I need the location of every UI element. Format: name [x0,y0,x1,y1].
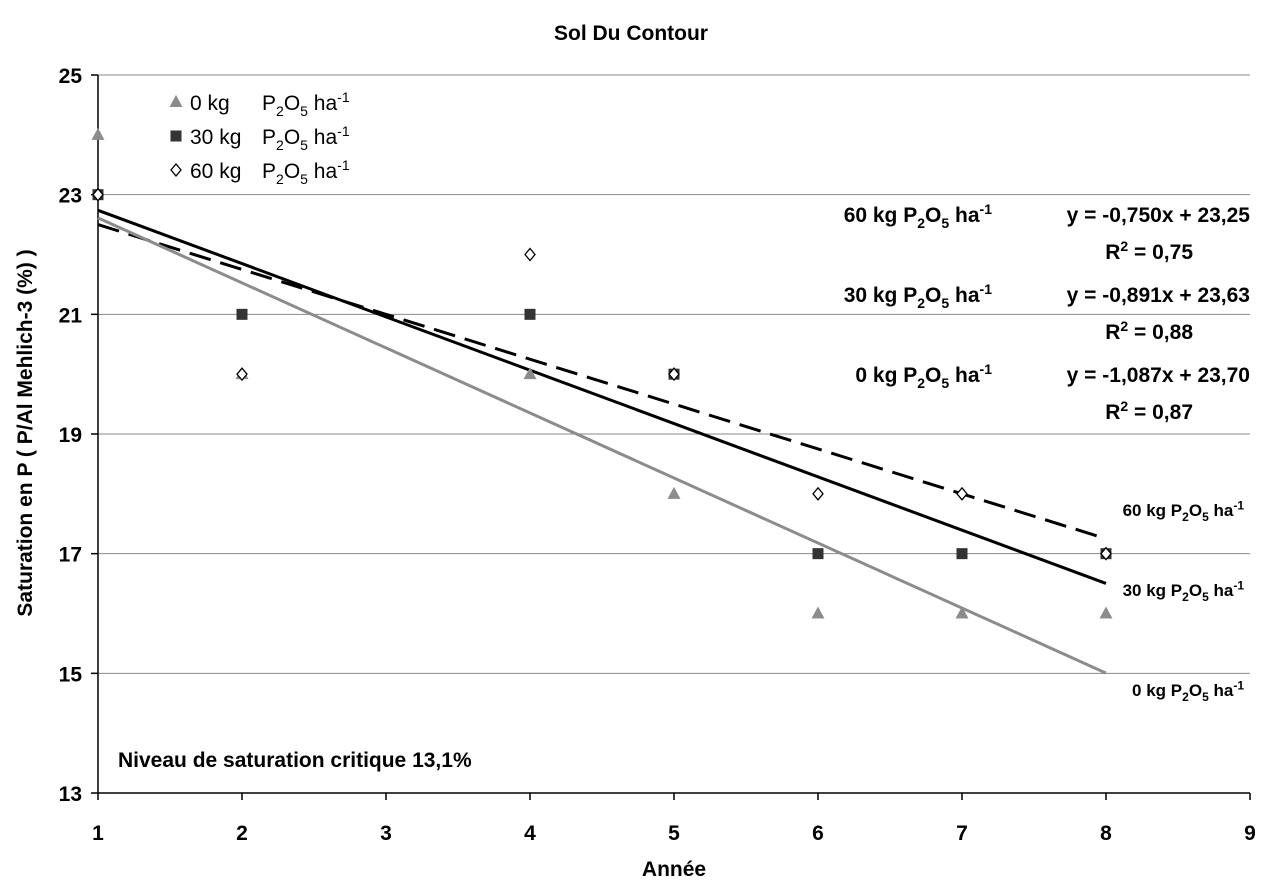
equation-series-label: 30 kg P2O5 ha-1 [844,281,993,311]
x-tick-label: 9 [1244,822,1256,845]
point-square-6 [812,548,824,560]
point-triangle-5 [667,486,681,499]
x-axis-label: Année [642,858,706,881]
x-tick-label: 5 [668,822,680,845]
data-points [91,127,1113,619]
point-diamond-2 [236,367,248,382]
equation-series-label: 0 kg P2O5 ha-1 [855,361,992,391]
legend-label: 60 kg [190,160,241,183]
y-tick-label: 15 [59,663,83,686]
point-square-4 [524,308,536,320]
point-diamond-7 [956,486,968,501]
regression-equation: y = -0,891x + 23,63 [1067,284,1250,307]
point-square-2 [236,308,248,320]
legend: 0 kg P2O5 ha-1 30 kg P2O5 ha-1 60 kg P2O5 ha-… [169,89,350,187]
point-diamond-4 [524,247,536,262]
legend-unit: P2O5 ha-1 [262,157,350,187]
point-diamond-5 [668,367,680,382]
trendline-0 [97,223,1107,541]
point-triangle-1 [91,127,105,140]
regression-equation: y = -1,087x + 23,70 [1067,364,1250,387]
x-tick-label: 4 [524,822,536,845]
chart-title: Sol Du Contour [554,22,708,45]
y-tick-label: 23 [59,185,82,208]
legend-unit: P2O5 ha-1 [262,123,350,153]
legend-unit: P2O5 ha-1 [262,89,350,119]
point-square-7 [956,548,968,560]
x-tick-labels: 1 2 3 4 5 6 7 8 9 [92,793,1256,845]
end-label: 30 kg P2O5 ha-1 [1123,579,1245,604]
x-tick-label: 6 [812,822,824,845]
legend-label: 30 kg [190,126,241,149]
point-diamond-1 [92,187,104,202]
y-axis-label: Saturation en P ( P/Al Mehlich-3 (%) ) [14,249,37,616]
point-triangle-8 [1099,606,1113,619]
critical-level-annotation: Niveau de saturation critique 13,1% [118,749,472,772]
x-tick-label: 8 [1100,822,1112,845]
y-tick-label: 17 [59,544,82,567]
legend-marker-square [170,130,182,142]
legend-marker-triangle [169,95,183,107]
x-tick-label: 3 [380,822,392,845]
point-triangle-6 [811,606,825,619]
y-tick-labels: 13 15 17 19 21 23 25 [59,65,98,806]
regression-equations: 60 kg P2O5 ha-1 y = -0,750x + 23,25 R2 = 0… [844,201,1251,424]
trendline-end-labels: 60 kg P2O5 ha-1 30 kg P2O5 ha-1 0 kg P2O5 … [1123,499,1245,704]
end-label: 60 kg P2O5 ha-1 [1123,499,1245,524]
y-tick-label: 19 [59,424,82,447]
point-diamond-6 [812,486,824,501]
equation-series-label: 60 kg P2O5 ha-1 [844,201,993,231]
y-tick-label: 13 [59,783,82,806]
r-squared: R2 = 0,88 [1105,318,1193,344]
legend-marker-diamond [170,162,182,178]
y-tick-label: 25 [59,65,83,88]
legend-label: 0 kg [190,92,230,115]
x-tick-label: 7 [956,822,968,845]
r-squared: R2 = 0,87 [1105,398,1193,424]
y-tick-label: 21 [59,304,83,327]
grid-lines [98,74,1250,674]
trendlines [97,208,1107,675]
point-triangle-4 [523,367,537,380]
x-tick-label: 2 [236,822,248,845]
trendline-1 [97,208,1107,585]
trendline-2 [97,216,1107,675]
x-tick-label: 1 [92,822,104,845]
regression-equation: y = -0,750x + 23,25 [1067,204,1251,227]
point-diamond-8 [1100,546,1112,561]
end-label: 0 kg P2O5 ha-1 [1132,679,1244,704]
point-triangle-7 [955,606,969,619]
r-squared: R2 = 0,75 [1105,238,1193,264]
